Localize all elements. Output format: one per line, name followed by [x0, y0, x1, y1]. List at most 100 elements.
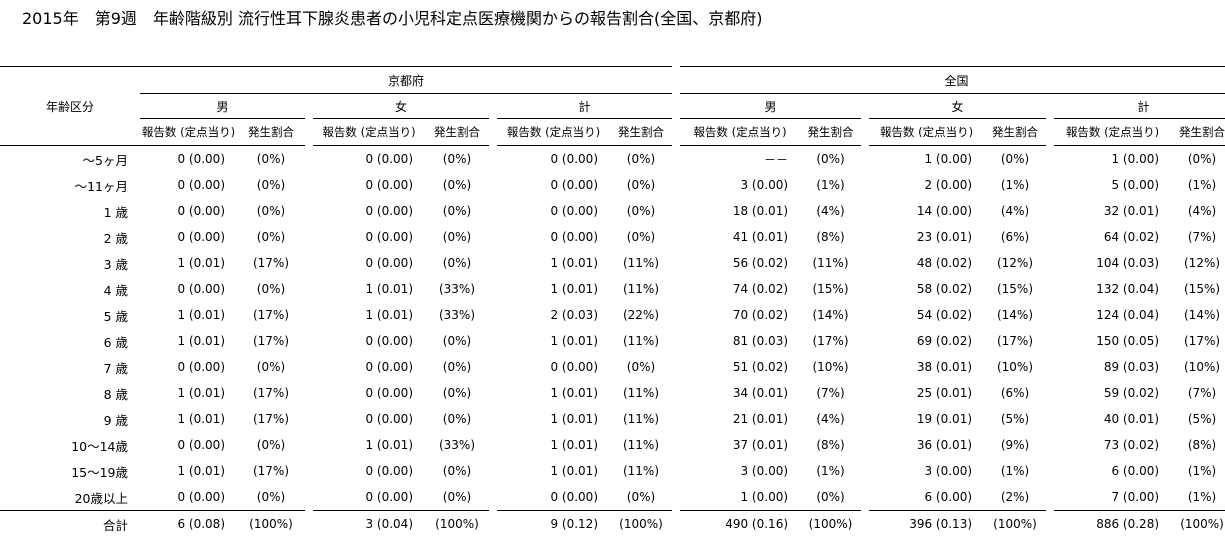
count-cell: 18 (0.01): [732, 204, 789, 218]
rate-cell: (11%): [622, 412, 660, 426]
table-row: 5 歳 1 (0.01) (17%) 1 (0.01) (33%) 2 (0.03) (22…: [0, 302, 1225, 328]
count-cell: 3 (0.00): [740, 178, 789, 192]
rate-cell: (0%): [626, 230, 656, 244]
rate-cell: (0%): [442, 334, 472, 348]
count-cell: 1 (0.01): [365, 438, 413, 452]
count-cell: 0 (0.00): [365, 386, 413, 400]
rate-cell: (15%): [996, 282, 1034, 296]
count-cell: 41 (0.01): [732, 230, 789, 244]
age-label: 15～19歳: [71, 464, 128, 480]
rate-cell: (11%): [622, 438, 660, 452]
count-cell: 1 (0.01): [550, 412, 598, 426]
rate-cell: (11%): [812, 256, 849, 270]
table-row: 1 歳 0 (0.00) (0%) 0 (0.00) (0%) 0 (0.00) (0%) 1…: [0, 198, 1225, 224]
gender-header-total: 計: [1054, 93, 1225, 119]
count-cell: 0 (0.00): [365, 178, 413, 192]
rate-cell: (0%): [442, 360, 472, 374]
rate-cell: (7%): [1187, 230, 1217, 244]
count-cell: 0 (0.00): [177, 282, 225, 296]
count-cell: 1 (0.00): [924, 152, 973, 166]
age-label: 5 歳: [103, 308, 128, 324]
rate-cell: (0%): [442, 178, 472, 192]
rate-cell: (17%): [252, 334, 290, 348]
report-table: 年齢区分 京都府 全国 男 女 計 男 女 計 報告数 (定点当り) 発生割合 …: [0, 66, 1225, 537]
age-label: 3 歳: [103, 256, 128, 272]
rate-cell: (17%): [252, 308, 290, 322]
gender-header-female: 女: [313, 93, 489, 119]
count-cell: 1 (0.01): [365, 308, 413, 322]
count-cell: 0 (0.00): [550, 360, 598, 374]
count-cell: 19 (0.01): [916, 412, 973, 426]
rate-cell: (11%): [622, 386, 660, 400]
rate-cell: (10%): [996, 360, 1034, 374]
age-label: ～5ヶ月: [82, 152, 128, 168]
rate-cell: (0%): [256, 204, 286, 218]
rate-cell: (17%): [1184, 334, 1221, 348]
rate-cell: (17%): [252, 256, 290, 270]
count-cell: 0 (0.00): [177, 230, 225, 244]
rate-cell: (8%): [816, 438, 845, 452]
rate-cell: (0%): [256, 282, 286, 296]
count-cell: 58 (0.02): [916, 282, 973, 296]
region-header-kyoto: 京都府: [140, 66, 673, 94]
rate-cell: (0%): [816, 152, 845, 166]
count-cell: 38 (0.01): [916, 360, 973, 374]
count-cell: 3 (0.04): [313, 510, 425, 537]
count-cell: 0 (0.00): [550, 152, 598, 166]
count-cell: 490 (0.16): [680, 510, 801, 537]
count-header: 報告数 (定点当り): [497, 118, 610, 146]
rate-cell: (14%): [1184, 308, 1221, 322]
count-cell: 0 (0.00): [365, 490, 413, 504]
count-cell: 0 (0.00): [365, 464, 413, 478]
count-cell: 0 (0.00): [177, 360, 225, 374]
rate-cell: (5%): [1187, 412, 1217, 426]
count-cell: 51 (0.02): [732, 360, 789, 374]
rate-cell: (11%): [622, 256, 660, 270]
rate-cell: (0%): [442, 152, 472, 166]
rate-header: 発生割合: [610, 118, 673, 146]
count-cell: 0 (0.00): [365, 256, 413, 270]
rate-cell: (15%): [1184, 282, 1221, 296]
rate-cell: (12%): [996, 256, 1034, 270]
table-row: 4 歳 0 (0.00) (0%) 1 (0.01) (33%) 1 (0.01) (11%…: [0, 276, 1225, 302]
count-cell: 1 (0.01): [177, 256, 225, 270]
count-cell: 0 (0.00): [365, 152, 413, 166]
rate-cell: (0%): [442, 230, 472, 244]
count-cell: 81 (0.03): [732, 334, 789, 348]
rate-cell: (17%): [252, 386, 290, 400]
gender-header-total: 計: [497, 93, 673, 119]
count-cell: 74 (0.02): [732, 282, 789, 296]
age-label: 2 歳: [103, 230, 128, 246]
table-row: 9 歳 1 (0.01) (17%) 0 (0.00) (0%) 1 (0.01) (11%…: [0, 406, 1225, 432]
count-cell: 1 (0.01): [177, 308, 225, 322]
count-cell: 124 (0.04): [1096, 308, 1160, 322]
count-cell: 150 (0.05): [1096, 334, 1160, 348]
rate-cell: (100%): [425, 510, 489, 537]
rate-cell: (0%): [626, 178, 656, 192]
rate-cell: (11%): [622, 464, 660, 478]
count-cell: 14 (0.00): [916, 204, 973, 218]
rate-cell: (1%): [1187, 178, 1217, 192]
rate-header: 発生割合: [1171, 118, 1225, 146]
rate-cell: (7%): [816, 386, 845, 400]
rate-header: 発生割合: [425, 118, 489, 146]
count-cell: 1 (0.01): [550, 334, 598, 348]
count-cell: 73 (0.02): [1103, 438, 1160, 452]
count-cell: 21 (0.01): [732, 412, 789, 426]
rate-cell: (0%): [442, 464, 472, 478]
rate-cell: (0%): [442, 412, 472, 426]
table-row: ～11ヶ月 0 (0.00) (0%) 0 (0.00) (0%) 0 (0.00) (0%…: [0, 172, 1225, 198]
table-row: 10～14歳 0 (0.00) (0%) 1 (0.01) (33%) 1 (0.01) (…: [0, 432, 1225, 458]
rate-cell: (14%): [812, 308, 849, 322]
rate-cell: (8%): [1187, 438, 1217, 452]
rate-cell: (100%): [984, 510, 1047, 537]
age-label: 1 歳: [103, 204, 128, 220]
count-cell: 0 (0.00): [365, 204, 413, 218]
count-cell: 59 (0.02): [1103, 386, 1160, 400]
gender-header-female: 女: [869, 93, 1047, 119]
table-row: 8 歳 1 (0.01) (17%) 0 (0.00) (0%) 1 (0.01) (11%…: [0, 380, 1225, 406]
age-label: 7 歳: [103, 360, 128, 376]
rate-cell: (0%): [442, 256, 472, 270]
rate-cell: (17%): [252, 412, 290, 426]
count-cell: 1 (0.01): [550, 464, 598, 478]
